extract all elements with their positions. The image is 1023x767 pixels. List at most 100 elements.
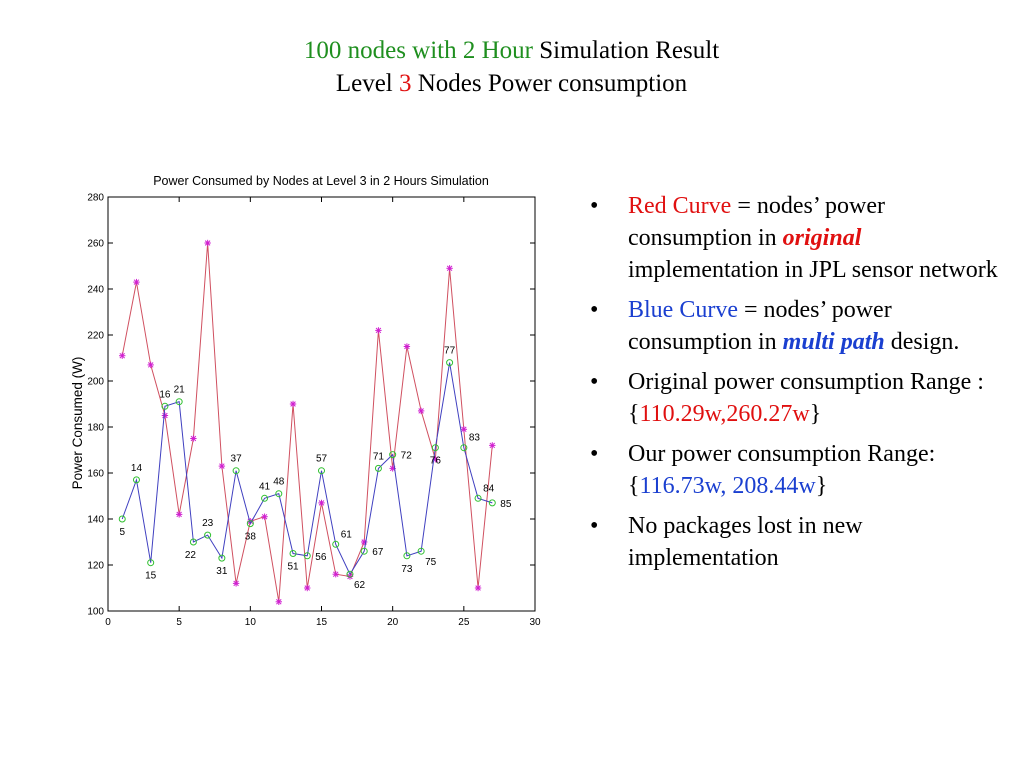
x-tick-label: 5: [176, 617, 182, 628]
data-point-red: [232, 580, 240, 587]
node-label: 37: [231, 454, 243, 465]
data-point-blue: [318, 467, 325, 475]
node-label: 38: [245, 532, 257, 543]
node-label: 61: [341, 529, 353, 540]
data-point-blue: [303, 552, 311, 560]
our-range-value: 116.73w, 208.44w: [639, 473, 816, 499]
chart-title: Power Consumed by Nodes at Level 3 in 2 …: [153, 174, 489, 188]
y-tick-label: 140: [87, 515, 104, 526]
data-point-blue: [204, 531, 212, 539]
data-point-blue: [332, 540, 340, 548]
node-label: 48: [273, 477, 285, 488]
data-point-red: [218, 462, 226, 470]
node-label: 62: [354, 580, 366, 591]
data-point-blue: [261, 494, 269, 502]
bullet-text: }: [815, 473, 828, 499]
emph-original: original: [782, 225, 862, 251]
node-label: 83: [469, 433, 481, 444]
data-point-red: [175, 511, 183, 518]
x-tick-label: 30: [529, 617, 541, 628]
bullet-text: design.: [884, 329, 960, 355]
data-point-red: [318, 499, 325, 507]
node-label: 16: [159, 389, 171, 400]
data-point-red: [190, 435, 197, 442]
node-label: 75: [425, 557, 437, 568]
data-point-red: [261, 513, 268, 520]
node-label: 15: [145, 571, 157, 582]
x-tick-label: 10: [245, 617, 257, 628]
data-point-blue: [474, 494, 482, 502]
red-curve-label: Red Curve: [628, 193, 732, 219]
y-axis-label: Power Consumed (W): [70, 357, 85, 490]
x-tick-label: 20: [387, 617, 399, 628]
y-tick-label: 200: [87, 377, 104, 388]
node-label: 72: [401, 451, 413, 462]
bullet-original-range: Original power consumption Range :{110.2…: [590, 366, 1010, 430]
data-point-red: [161, 412, 169, 419]
bullet-list: Red Curve = nodes’ power consumption in …: [590, 190, 1010, 582]
node-label: 22: [185, 550, 197, 561]
bullet-no-loss: No packages lost in new implementation: [590, 510, 1010, 574]
series-line-red: [121, 242, 493, 602]
data-point-blue: [132, 476, 140, 484]
power-chart: Power Consumed by Nodes at Level 3 in 2 …: [70, 174, 541, 628]
node-label: 84: [483, 483, 495, 494]
bullet-text: implementation in JPL sensor network: [628, 257, 998, 283]
data-point-blue: [346, 570, 354, 578]
data-point-red: [204, 239, 211, 247]
node-label: 51: [287, 562, 299, 573]
node-label: 67: [372, 547, 384, 558]
node-label: 5: [119, 527, 125, 538]
slide-title: 100 nodes with 2 Hour Simulation Result …: [0, 34, 1023, 100]
data-point-blue: [232, 467, 240, 475]
node-label: 14: [131, 463, 143, 474]
node-labels: 5 14 15 16 21 22 23 31 37 38 41 48 51 56 57 61 62 67 71 72 7…: [119, 346, 511, 592]
title-rest: Simulation Result: [533, 37, 720, 64]
data-point-blue: [147, 559, 155, 567]
data-point-blue: [403, 552, 411, 560]
data-point-blue: [460, 444, 468, 452]
data-point-blue: [246, 520, 254, 528]
data-point-red: [446, 265, 453, 272]
bullet-text: = nodes’ power consumption in: [628, 193, 886, 251]
x-tick-label: 0: [105, 617, 111, 628]
data-point-red: [289, 400, 297, 408]
y-tick-label: 100: [87, 607, 104, 618]
data-point-red: [275, 598, 282, 605]
node-label: 23: [202, 518, 214, 529]
node-label: 76: [430, 456, 442, 467]
data-point-red: [403, 343, 411, 350]
data-point-red: [375, 327, 382, 334]
node-label: 31: [216, 566, 228, 577]
data-point-red: [417, 407, 425, 415]
x-tick-label: 25: [458, 617, 470, 628]
data-point-blue: [389, 451, 397, 459]
node-label: 56: [315, 552, 327, 563]
data-point-blue: [218, 554, 226, 562]
data-point-blue: [175, 398, 183, 406]
data-point-blue: [360, 547, 368, 555]
data-point-blue: [289, 550, 297, 557]
node-label: 41: [259, 481, 271, 492]
data-point-blue: [161, 402, 169, 410]
bullet-text: = nodes’ power consumption in: [628, 297, 892, 355]
node-label: 71: [373, 451, 385, 462]
series-layer: [118, 239, 496, 605]
data-point-red: [474, 584, 482, 592]
title-line-2: Level 3 Nodes Power consumption: [0, 67, 1023, 100]
node-label: 21: [174, 385, 186, 396]
series-line-blue: [121, 362, 493, 576]
data-point-blue: [189, 538, 197, 546]
data-point-blue: [374, 464, 382, 472]
y-tick-label: 240: [87, 285, 104, 296]
bullet-text: Original power consumption Range :{: [628, 369, 984, 427]
node-label: 73: [401, 564, 413, 575]
original-range-value: 110.29w,260.27w: [639, 401, 810, 427]
node-label: 57: [316, 454, 328, 465]
bullet-text: Our power consumption Range:{: [628, 441, 936, 499]
data-point-red: [304, 584, 311, 592]
title-level-number: 3: [399, 70, 412, 97]
y-tick-label: 160: [87, 469, 104, 480]
bullet-text: No packages lost in new implementation: [628, 513, 863, 571]
y-tick-label: 180: [87, 423, 104, 434]
